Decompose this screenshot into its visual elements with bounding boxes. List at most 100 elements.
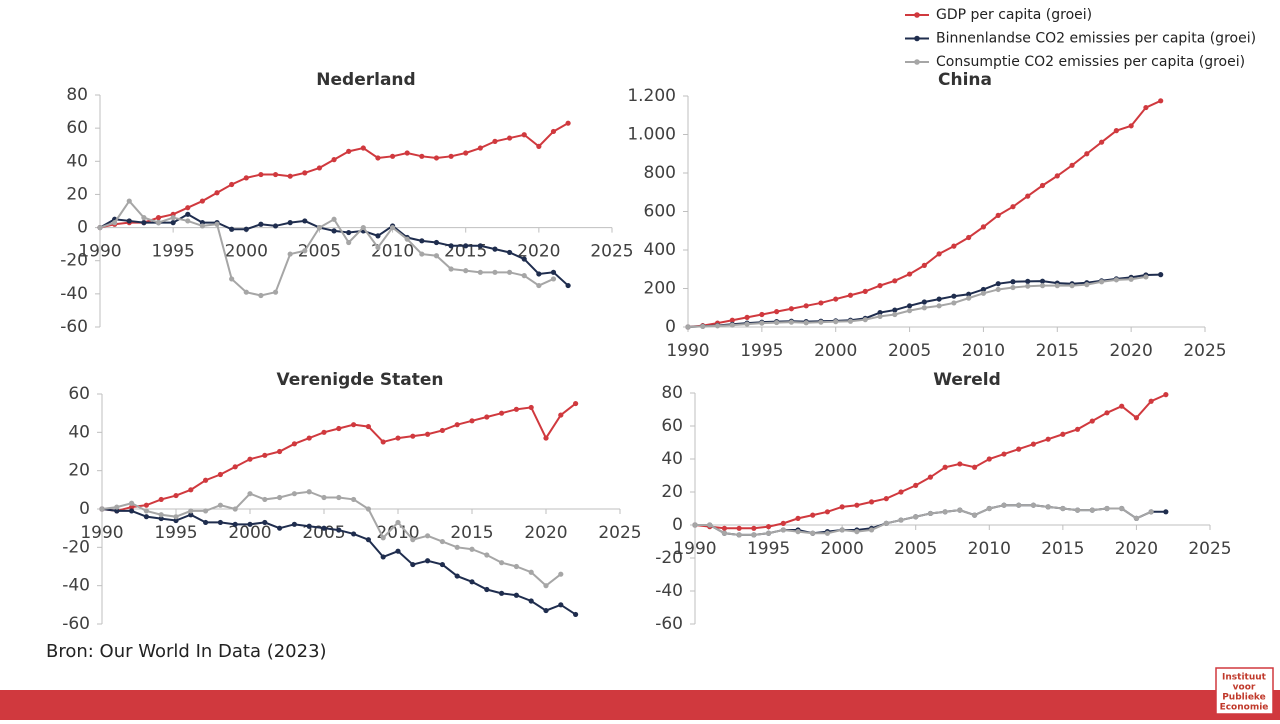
data-point: [229, 276, 235, 282]
data-point: [795, 529, 801, 535]
data-point: [410, 561, 416, 568]
data-point: [217, 471, 223, 478]
data-point: [173, 492, 179, 499]
logo-text: Publieke: [1222, 693, 1266, 703]
x-tick-label: 2020: [524, 523, 567, 543]
data-point: [1104, 505, 1110, 512]
footer-bar: [0, 690, 1280, 720]
data-point: [1054, 173, 1060, 179]
data-point: [892, 307, 898, 313]
data-point: [287, 173, 293, 179]
data-point: [454, 422, 460, 428]
data-point: [448, 243, 454, 249]
data-point: [395, 519, 401, 526]
data-point: [336, 527, 342, 533]
y-tick-label: 80: [66, 85, 88, 105]
data-point: [921, 299, 927, 305]
x-tick-label: 2015: [1036, 341, 1079, 361]
data-point: [243, 175, 249, 181]
data-point: [375, 244, 381, 251]
data-point: [262, 496, 268, 503]
data-point: [185, 218, 191, 224]
data-point: [543, 435, 549, 441]
data-point: [714, 323, 721, 329]
data-point: [346, 239, 352, 246]
data-point: [1054, 283, 1060, 289]
data-point: [291, 521, 297, 527]
x-tick-label: 1995: [747, 539, 790, 559]
data-point: [302, 248, 308, 254]
data-point: [980, 224, 987, 230]
data-point: [1119, 505, 1125, 512]
data-point: [155, 215, 162, 221]
data-point: [199, 198, 205, 204]
data-point: [214, 221, 220, 227]
y-tick-label: 60: [68, 384, 90, 404]
y-tick-label: 60: [66, 118, 88, 138]
data-point: [258, 221, 264, 227]
data-point: [433, 155, 440, 161]
series-line: [695, 504, 1152, 536]
data-point: [419, 238, 425, 244]
data-point: [1084, 282, 1090, 288]
data-point: [1025, 278, 1031, 284]
data-point: [721, 525, 728, 531]
data-point: [1025, 283, 1031, 289]
data-point: [1060, 431, 1066, 437]
data-point: [277, 525, 283, 531]
data-point: [906, 303, 913, 309]
x-tick-label: 2025: [590, 242, 633, 262]
data-point: [898, 517, 904, 523]
data-point: [484, 414, 490, 420]
legend-label: GDP per capita (groei): [936, 7, 1092, 23]
data-point: [477, 243, 483, 249]
data-point: [927, 510, 934, 517]
data-point: [1039, 278, 1046, 284]
data-point: [877, 309, 883, 316]
data-point: [707, 522, 713, 528]
data-point: [469, 418, 475, 424]
x-tick-label: 2005: [302, 523, 345, 543]
data-point: [469, 579, 475, 585]
data-point: [966, 291, 972, 297]
data-point: [336, 425, 342, 432]
data-point: [1158, 98, 1164, 104]
data-point: [942, 509, 948, 515]
data-point: [448, 153, 454, 159]
data-point: [287, 251, 293, 257]
x-tick-label: 2010: [962, 341, 1005, 361]
data-point: [528, 404, 534, 411]
data-point: [492, 246, 498, 252]
data-point: [1148, 509, 1154, 515]
data-point: [203, 508, 209, 514]
data-point: [847, 318, 854, 324]
y-tick-label: -60: [62, 614, 90, 634]
data-point: [232, 521, 238, 527]
y-tick-label: 20: [66, 184, 88, 204]
y-tick-label: 60: [661, 416, 683, 436]
data-point: [425, 431, 431, 437]
y-tick-label: 80: [661, 383, 683, 403]
data-point: [892, 311, 898, 318]
data-point: [410, 537, 416, 543]
data-point: [700, 323, 706, 330]
data-point: [942, 464, 948, 470]
data-point: [854, 502, 860, 508]
data-point: [463, 150, 469, 156]
data-point: [927, 474, 934, 480]
y-tick-label: -40: [62, 576, 90, 596]
logo-text: Economie: [1220, 703, 1269, 713]
data-point: [995, 212, 1001, 218]
data-point: [751, 532, 757, 538]
data-point: [1039, 182, 1046, 189]
data-point: [868, 527, 875, 533]
data-point: [321, 525, 327, 531]
data-point: [521, 256, 527, 262]
x-tick-label: 1990: [673, 539, 716, 559]
data-point: [839, 504, 845, 510]
data-point: [365, 423, 371, 430]
logo-text: voor: [1233, 683, 1256, 693]
data-point: [1039, 283, 1046, 289]
legend-marker: [914, 59, 920, 65]
data-point: [346, 148, 352, 154]
